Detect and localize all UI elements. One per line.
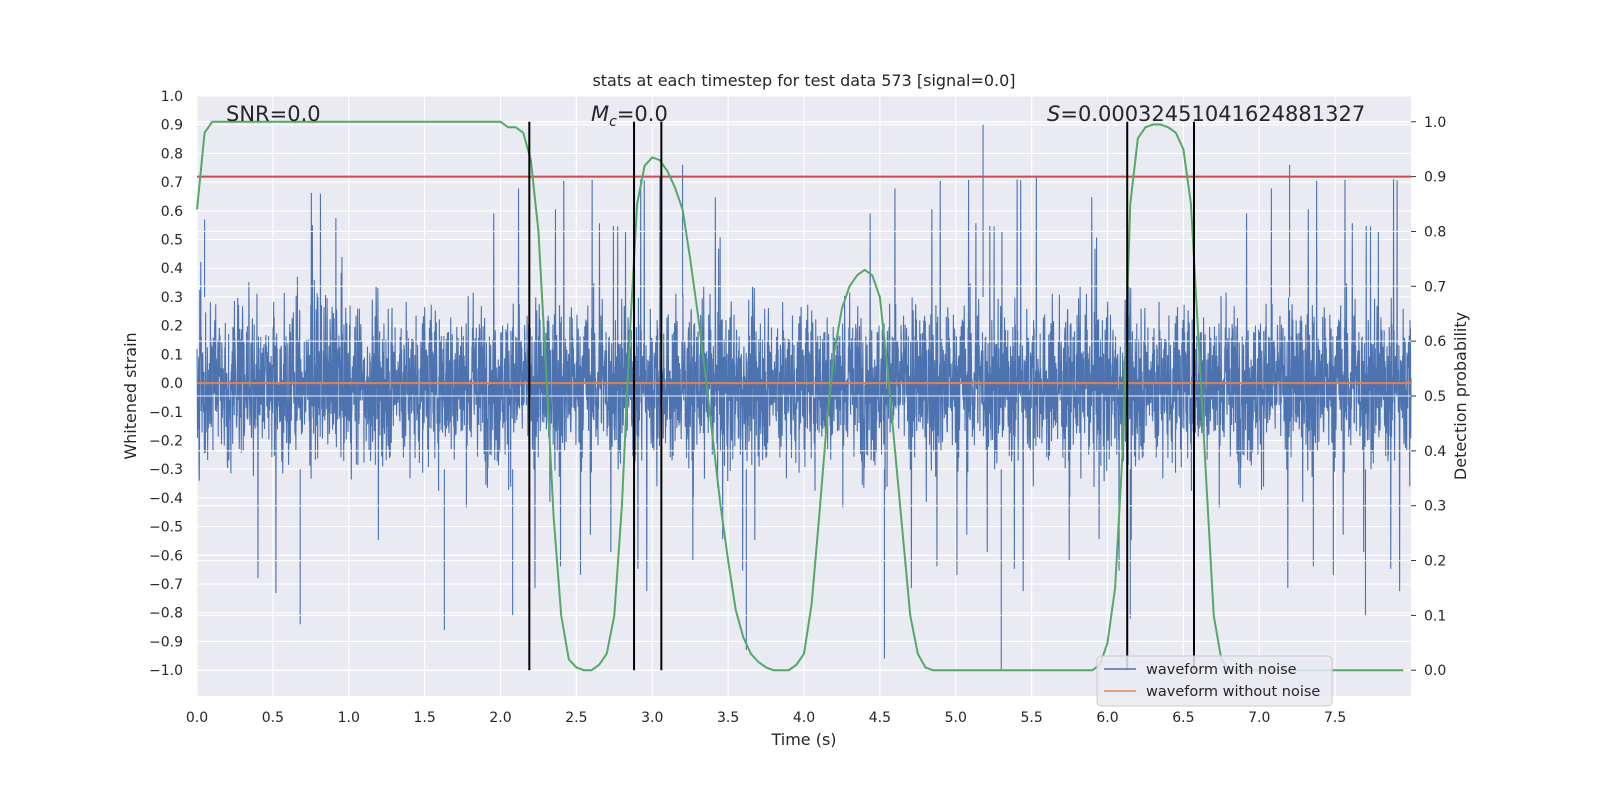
y-tick-label-left: 1.0 [161, 89, 183, 105]
series-detection-probability [196, 120, 1404, 672]
y-tick-label-left: −0.5 [149, 520, 183, 536]
s-value: =0.00032451041624881327 [1060, 102, 1365, 126]
legend: waveform with noise waveform without noi… [1096, 655, 1333, 707]
x-tick-label: 0.0 [186, 710, 208, 726]
legend-frame [1096, 655, 1333, 707]
y-tick-label-right: 0.7 [1424, 279, 1446, 295]
x-tick-label: 1.5 [413, 710, 435, 726]
chirp-mass-symbol: M [591, 102, 609, 126]
x-tick-label: 2.5 [565, 710, 587, 726]
y-tick-label-right: 0.4 [1424, 444, 1446, 460]
x-tick-label: 0.5 [262, 710, 284, 726]
y-tick-label-left: −0.2 [149, 433, 183, 449]
x-tick-label: 5.5 [1020, 710, 1042, 726]
x-tick-label: 3.5 [717, 710, 739, 726]
y-tick-label-left: 0.1 [161, 347, 183, 363]
s-annotation: S=0.00032451041624881327 [1047, 102, 1365, 126]
y-tick-label-left: 0.3 [161, 290, 183, 306]
y-tick-label-left: 0.9 [161, 118, 183, 134]
y-axis-label-left: Whitened strain [121, 332, 140, 459]
x-tick-label: 7.0 [1248, 710, 1270, 726]
y-tick-label-left: 0.6 [161, 204, 183, 220]
x-tick-label: 6.5 [1172, 710, 1194, 726]
y-tick-label-left: −0.7 [149, 577, 183, 593]
y-tick-label-left: 0.7 [161, 175, 183, 191]
x-tick-label: 7.5 [1324, 710, 1346, 726]
y-tick-label-left: −0.8 [149, 606, 183, 622]
y-tick-label-left: 0.4 [161, 261, 183, 277]
tick-label-layer: 0.0 0.5 1.0 1.5 2.0 2.5 3.0 3.5 4.0 4.5 5.0 5.5 6.0 6… [149, 89, 1446, 726]
y-tick-label-left: −0.1 [149, 405, 183, 421]
y-tick-label-right: 0.9 [1424, 170, 1446, 186]
chirp-mass-annotation: Mc=0.0 [591, 102, 668, 130]
x-tick-label: 4.0 [793, 710, 815, 726]
y-tick-label-left: 0.8 [161, 146, 183, 162]
x-tick-label: 3.0 [641, 710, 663, 726]
y-tick-label-left: −0.9 [149, 634, 183, 650]
y-tick-label-right: 0.1 [1424, 608, 1446, 624]
legend-label-clean: waveform without noise [1146, 684, 1320, 700]
y-tick-label-left: −0.3 [149, 462, 183, 478]
y-tick-label-left: 0.0 [161, 376, 183, 392]
x-axis-label: Time (s) [770, 730, 836, 749]
snr-annotation: SNR=0.0 [226, 102, 321, 126]
y-tick-label-left: −0.6 [149, 548, 183, 564]
x-tick-label: 4.5 [869, 710, 891, 726]
y-tick-label-left: 0.2 [161, 319, 183, 335]
y-tick-label-right: 0.3 [1424, 499, 1446, 515]
x-tick-label: 5.0 [945, 710, 967, 726]
chirp-mass-subscript: c [609, 114, 617, 130]
y-tick-label-right: 0.0 [1424, 663, 1446, 679]
y-tick-label-right: 0.6 [1424, 334, 1446, 350]
x-tick-label: 2.0 [489, 710, 511, 726]
y-tick-label-left: −1.0 [149, 663, 183, 679]
y-tick-label-left: −0.4 [149, 491, 183, 507]
chart-title: stats at each timestep for test data 573… [592, 71, 1015, 90]
y-tick-label-right: 0.8 [1424, 224, 1446, 240]
x-tick-label: 1.0 [338, 710, 360, 726]
legend-label-noisy: waveform with noise [1146, 662, 1297, 678]
x-tick-label: 6.0 [1096, 710, 1118, 726]
chirp-mass-value: =0.0 [617, 102, 668, 126]
y-tick-label-right: 1.0 [1424, 115, 1446, 131]
y-tick-label-right: 0.2 [1424, 554, 1446, 570]
y-tick-label-right: 0.5 [1424, 389, 1446, 405]
y-axis-label-right: Detection probability [1451, 312, 1470, 480]
s-symbol: S [1047, 102, 1060, 126]
y-tick-label-left: 0.5 [161, 233, 183, 249]
